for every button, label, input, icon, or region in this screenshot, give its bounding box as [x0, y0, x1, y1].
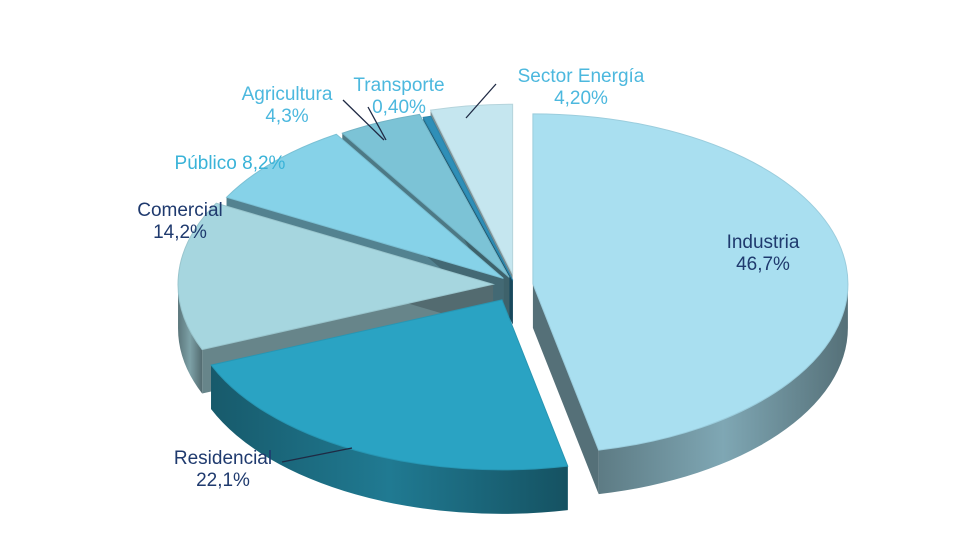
- label-publico-text: Público 8,2%: [150, 153, 310, 175]
- pie-slice-2-outer-wall-0: [178, 284, 203, 394]
- pie-slices-layer: [177, 103, 849, 514]
- pie-slice-3-top: [225, 133, 504, 279]
- label-industria-name: Industria: [726, 232, 800, 253]
- pie-slice-4-top: [341, 113, 510, 278]
- label-industria: Industria 46,7%: [693, 232, 833, 276]
- label-agricultura-value: 4,3%: [265, 106, 309, 127]
- label-sector-energia: Sector Energía 4,20%: [496, 66, 666, 110]
- pie-slice-0: [532, 113, 849, 495]
- label-residencial: Residencial 22,1%: [148, 448, 298, 492]
- pie-slice-0-side-1: [532, 283, 599, 495]
- label-comercial-value: 14,2%: [153, 222, 207, 243]
- pie-slice-2-top: [177, 202, 496, 351]
- label-sector-energia-value: 4,20%: [554, 88, 608, 109]
- label-residencial-name: Residencial: [173, 448, 273, 469]
- label-transporte: Transporte 0,40%: [334, 75, 464, 119]
- label-residencial-value: 22,1%: [196, 470, 250, 491]
- label-transporte-name: Transporte: [353, 75, 445, 96]
- pie-slice-5-top: [422, 115, 514, 281]
- label-agricultura-name: Agricultura: [241, 84, 333, 105]
- leader-line-0: [342, 99, 385, 141]
- pie-slice-1-top: [210, 299, 569, 471]
- label-transporte-value: 0,40%: [372, 97, 426, 118]
- pie-slice-1: [210, 299, 569, 514]
- label-publico: Público 8,2%: [150, 153, 310, 175]
- pie-slice-6-top: [429, 103, 514, 275]
- label-industria-value: 46,7%: [736, 254, 790, 275]
- leader-line-3: [281, 447, 353, 463]
- label-comercial: Comercial 14,2%: [110, 200, 250, 244]
- label-comercial-name: Comercial: [137, 200, 223, 221]
- label-agricultura: Agricultura 4,3%: [222, 84, 352, 128]
- pie-slice-1-outer-wall-0: [211, 365, 568, 514]
- label-publico-name: Público: [174, 153, 237, 174]
- leader-line-1: [367, 106, 387, 141]
- pie-slice-0-outer-wall-0: [598, 283, 848, 495]
- label-publico-value: 8,2%: [242, 153, 286, 174]
- label-sector-energia-name: Sector Energía: [517, 66, 645, 87]
- pie-slice-0-top: [532, 113, 849, 451]
- leader-line-2: [465, 83, 497, 119]
